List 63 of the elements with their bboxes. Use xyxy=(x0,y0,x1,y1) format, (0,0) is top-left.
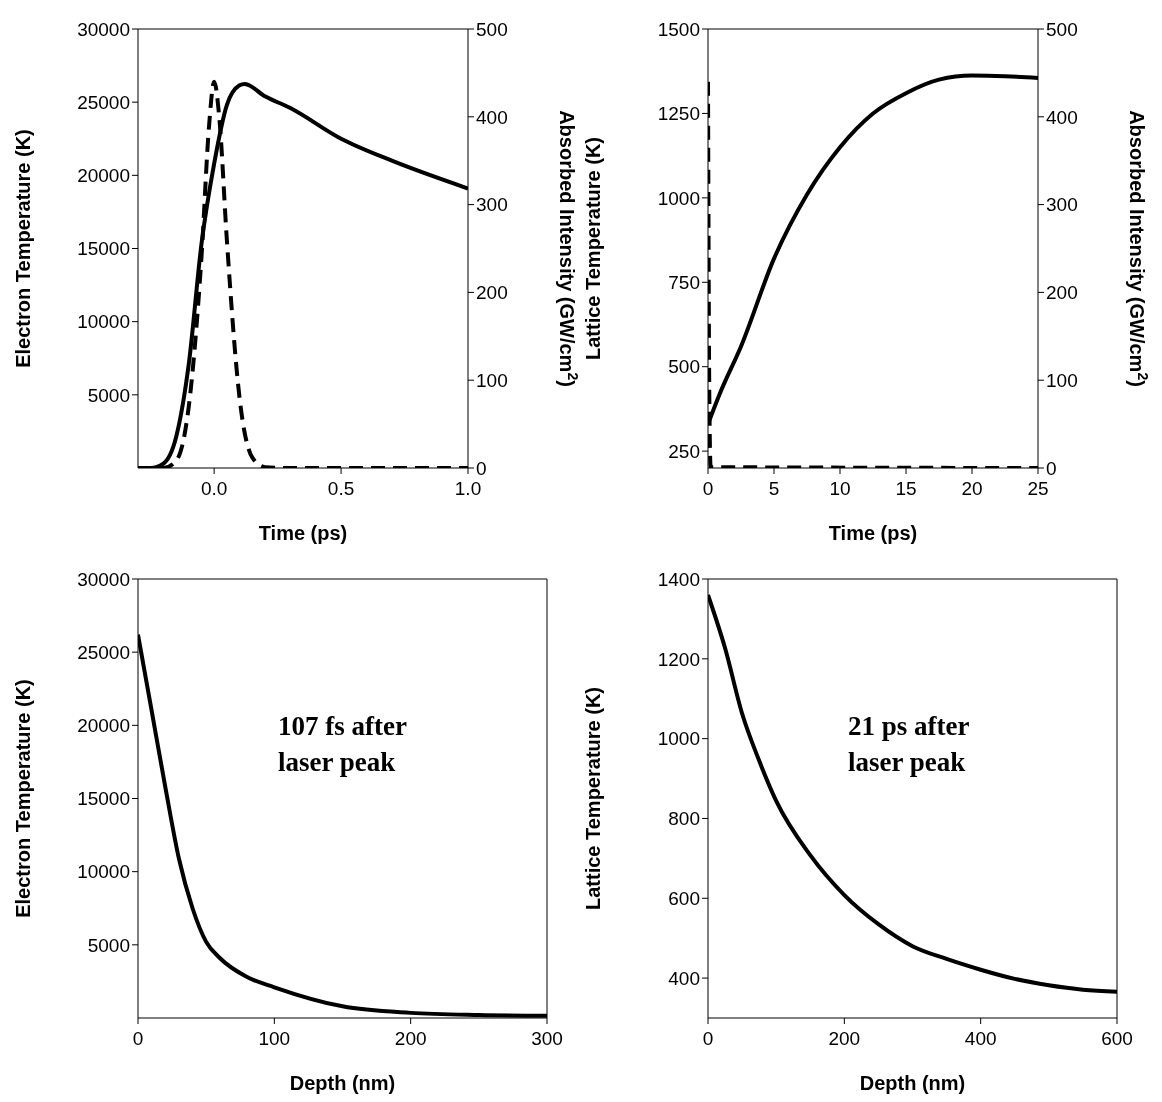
x-tick-label: 400 xyxy=(964,1028,997,1050)
x-tick-label: 600 xyxy=(1101,1028,1133,1050)
y-tick-label: 600 xyxy=(668,888,700,910)
y2-tick-label: 0 xyxy=(1046,457,1057,479)
x-tick-label: 100 xyxy=(258,1028,291,1050)
y-tick-label: 25000 xyxy=(77,641,130,663)
y-tick-label: 5000 xyxy=(87,934,130,956)
x-tick-label: 0 xyxy=(702,1028,714,1050)
x-tick-label: 300 xyxy=(531,1028,563,1050)
x-axis-title: Time (ps) xyxy=(258,522,348,544)
y-tick-label: 10000 xyxy=(77,861,130,883)
y2-tick-label: 400 xyxy=(1046,106,1078,128)
x-axis-title: Time (ps) xyxy=(828,522,918,544)
x-tick-label: 1.0 xyxy=(454,478,482,500)
x-tick-label: 0 xyxy=(132,1028,144,1050)
y2-tick-label: 0 xyxy=(476,457,487,479)
x-tick-label: 5 xyxy=(768,478,780,500)
y-tick-label: 250 xyxy=(668,440,700,462)
x-tick-label: 20 xyxy=(961,478,983,500)
y-tick-label: 15000 xyxy=(77,788,130,810)
y-tick-label: 1000 xyxy=(657,187,700,209)
y-axis-title: Electron Temperature (K) xyxy=(12,129,34,368)
y-tick-label: 15000 xyxy=(77,238,130,260)
x-tick-label: 0.0 xyxy=(200,478,228,500)
y2-tick-label: 100 xyxy=(1046,369,1078,391)
y-axis-title: Lattice Temperature (K) xyxy=(582,686,604,911)
y-tick-label: 1000 xyxy=(657,728,700,750)
annotation: 107 fs after laser peak xyxy=(278,710,408,779)
y2-tick-label: 200 xyxy=(476,282,508,304)
x-tick-label: 15 xyxy=(895,478,917,500)
y-tick-label: 20000 xyxy=(77,165,130,187)
y-tick-label: 30000 xyxy=(77,18,130,40)
y-axis-title: Electron Temperature (K) xyxy=(12,679,34,918)
y-tick-label: 1500 xyxy=(657,18,700,40)
y2-tick-label: 500 xyxy=(1046,18,1078,40)
y2-tick-label: 300 xyxy=(476,194,508,216)
y2-tick-label: 200 xyxy=(1046,282,1078,304)
annotation: 21 ps after laser peak xyxy=(848,710,970,779)
x-tick-label: 200 xyxy=(394,1028,427,1050)
y-axis-title: Lattice Temperature (K) xyxy=(582,136,604,361)
y-tick-label: 10000 xyxy=(77,311,130,333)
y-tick-label: 20000 xyxy=(77,715,130,737)
y2-tick-label: 300 xyxy=(1046,194,1078,216)
x-tick-label: 25 xyxy=(1027,478,1049,500)
x-axis-title: Depth (nm) xyxy=(859,1072,966,1094)
x-tick-label: 0.5 xyxy=(327,478,355,500)
y-tick-label: 800 xyxy=(668,808,700,830)
y-tick-label: 400 xyxy=(668,967,700,989)
x-tick-label: 10 xyxy=(829,478,851,500)
x-tick-label: 0 xyxy=(702,478,714,500)
y2-tick-label: 500 xyxy=(476,18,508,40)
y-tick-label: 750 xyxy=(668,272,700,294)
x-axis-title: Depth (nm) xyxy=(289,1072,396,1094)
y-tick-label: 1200 xyxy=(657,648,700,670)
y2-tick-label: 100 xyxy=(476,369,508,391)
y-tick-label: 1400 xyxy=(657,568,700,590)
y-tick-label: 500 xyxy=(668,356,700,378)
y-tick-label: 25000 xyxy=(77,91,130,113)
y2-tick-label: 400 xyxy=(476,106,508,128)
y-tick-label: 1250 xyxy=(657,103,700,125)
x-tick-label: 200 xyxy=(828,1028,861,1050)
y-tick-label: 5000 xyxy=(87,384,130,406)
y-tick-label: 30000 xyxy=(77,568,130,590)
